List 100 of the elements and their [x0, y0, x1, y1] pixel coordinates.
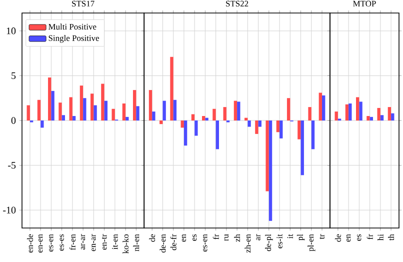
bar: [212, 108, 216, 120]
x-tick-label: de-en: [160, 234, 166, 253]
bar: [366, 116, 370, 120]
x-tick-label: it-en: [112, 234, 118, 250]
bar: [322, 95, 326, 120]
bar: [377, 108, 380, 120]
bar: [40, 120, 44, 128]
bar: [318, 92, 322, 120]
bar: [51, 90, 54, 120]
bar: [122, 103, 126, 120]
bar: [300, 120, 304, 176]
x-tick-label: en: [346, 234, 351, 242]
bar: [266, 120, 269, 192]
x-tick-label: fr: [212, 234, 219, 240]
bar: [48, 78, 52, 120]
x-tick-label: fr-en: [69, 234, 76, 250]
x-tick-label: en-ar: [92, 234, 96, 252]
bar: [298, 120, 301, 140]
x-tick-label: ko-ko: [122, 234, 129, 254]
chart-title: STS17: [72, 0, 94, 6]
bar: [104, 100, 108, 120]
bar: [132, 90, 136, 120]
x-tick-label: zh-en: [244, 234, 251, 253]
bar: [308, 107, 312, 120]
bar: [72, 116, 76, 120]
chart-title: MTOP: [353, 0, 376, 6]
bar: [391, 113, 394, 120]
bar: [356, 97, 360, 120]
y-tick-label: 5: [12, 72, 16, 80]
x-tick-label: en-tr: [102, 234, 107, 250]
bar: [223, 107, 226, 120]
bar: [205, 118, 208, 120]
bar: [62, 115, 66, 120]
bar: [380, 115, 384, 120]
bar: [280, 120, 283, 138]
bar: [26, 105, 30, 120]
bar: [184, 120, 188, 146]
bar: [148, 90, 152, 120]
bar: [83, 98, 86, 120]
x-tick-label: de: [149, 234, 156, 242]
bar: [126, 116, 129, 120]
x-tick-label: en-en: [38, 234, 43, 252]
x-tick-label: de-pl: [265, 234, 273, 252]
bar: [348, 103, 352, 120]
x-tick-label: es-it: [276, 234, 282, 248]
bar: [136, 106, 140, 120]
x-tick-label: fr: [366, 234, 373, 240]
bar: [286, 98, 290, 120]
bar: [194, 120, 198, 136]
x-tick-label: ru: [224, 234, 228, 241]
x-tick-label: nl-en: [133, 234, 140, 252]
y-tick-label: -10: [3, 206, 16, 214]
bar: [345, 104, 349, 120]
bar: [388, 107, 392, 120]
bar: [180, 120, 184, 128]
bar: [234, 100, 238, 120]
x-tick-label: hi: [377, 234, 384, 241]
x-tick-label: pl: [296, 234, 305, 240]
x-tick-label: it: [287, 234, 293, 239]
x-tick-label: es-es: [60, 234, 64, 251]
bar: [359, 102, 362, 120]
chart-title: STS22: [226, 0, 248, 6]
x-tick-label: es: [192, 234, 197, 241]
x-tick-label: zh: [234, 234, 240, 242]
bar: [37, 100, 41, 120]
bar: [112, 108, 115, 120]
bar: [237, 102, 240, 120]
bar: [216, 120, 219, 150]
bar: [80, 86, 84, 120]
bar: [248, 120, 251, 127]
x-tick-label: tr: [320, 234, 324, 240]
bar: [69, 97, 72, 120]
x-tick-label: de: [334, 234, 341, 242]
x-tick-label: es-en: [203, 234, 208, 252]
bar: [202, 116, 206, 120]
legend-label: Single Positive: [48, 34, 100, 43]
bar: [58, 102, 62, 120]
x-tick-label: th: [388, 234, 394, 241]
bar: [191, 114, 195, 120]
bar: [173, 100, 177, 120]
x-tick-label: es-en: [49, 234, 54, 252]
bar: [101, 84, 104, 120]
bar: [90, 94, 94, 120]
y-tick-label: 10: [6, 28, 16, 34]
bar: [334, 112, 338, 120]
y-tick-label: -5: [8, 162, 16, 169]
x-tick-label: pl-en: [308, 234, 316, 252]
bar: [152, 112, 156, 120]
legend-label: Multi Positive: [48, 24, 96, 30]
bar: [276, 120, 280, 132]
bar: [162, 100, 166, 120]
x-tick-label: ar-ar: [81, 234, 86, 250]
bar: [311, 120, 315, 150]
y-tick-label: 0: [11, 117, 16, 124]
x-tick-label: de-fr: [170, 234, 176, 250]
bar: [268, 120, 272, 221]
bar: [370, 116, 373, 120]
bar: [160, 120, 163, 124]
x-tick-label: en-de: [26, 234, 33, 252]
bar: [94, 105, 97, 120]
